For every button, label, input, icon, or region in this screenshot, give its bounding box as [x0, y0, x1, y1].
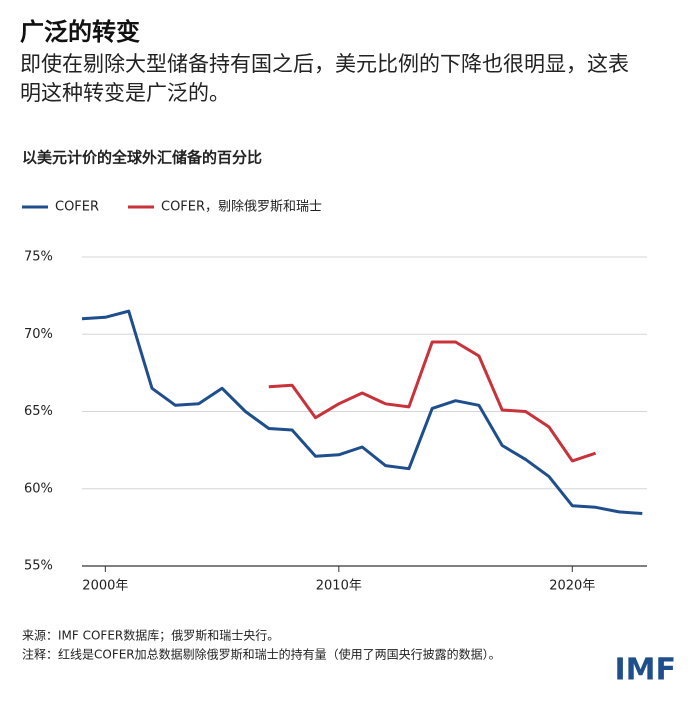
x-tick-label: 2010年 — [316, 579, 362, 594]
legend-label: COFER — [55, 200, 99, 215]
note: 注释：红线是COFER加总数据剔除俄罗斯和瑞士的持有量（使用了两国央行披露的数据… — [22, 647, 501, 662]
series-line — [268, 340, 597, 463]
subtitle: 即使在剔除大型储备持有国之后，美元比例的下降也很明显，这表明这种转变是广泛的。 — [20, 52, 629, 105]
legend-label: COFER，剔除俄罗斯和瑞士 — [161, 200, 322, 215]
y-tick-label: 60% — [24, 481, 53, 496]
title: 广泛的转变 — [20, 18, 140, 46]
logo: IMF — [614, 653, 676, 688]
x-tick-label: 2020年 — [549, 579, 595, 594]
x-tick-label: 2000年 — [82, 579, 128, 594]
y-tick-label: 65% — [24, 404, 53, 419]
y-tick-label: 75% — [24, 250, 53, 265]
y-tick-label: 55% — [24, 559, 53, 574]
source: 来源：IMF COFER数据库；俄罗斯和瑞士央行。 — [22, 628, 279, 643]
series-line — [81, 309, 643, 515]
chart-title: 以美元计价的全球外汇储备的百分比 — [22, 149, 262, 167]
y-tick-label: 70% — [24, 327, 53, 342]
